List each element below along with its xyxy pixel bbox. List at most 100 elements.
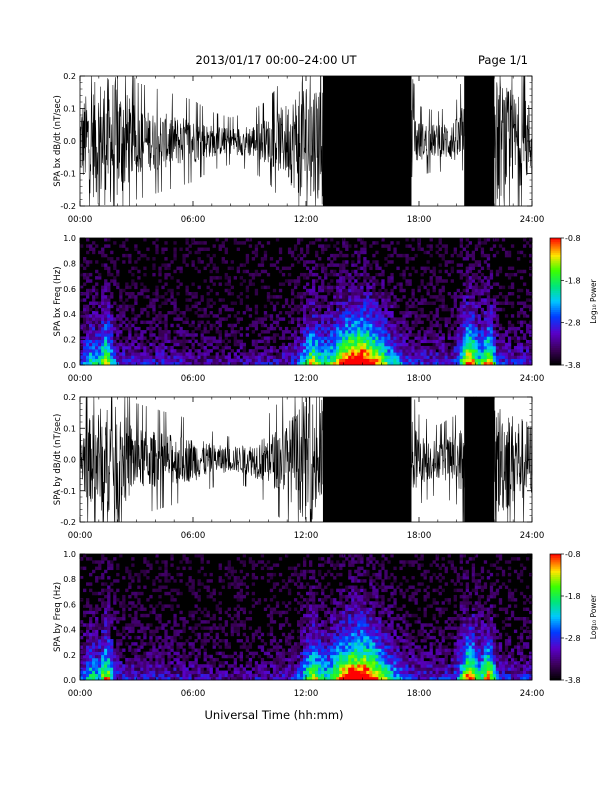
spectrogram-cell [444,349,448,353]
spectrogram-cell [173,579,177,583]
spectrogram-cell [89,320,93,325]
spectrogram-cell [465,279,470,283]
spectrogram-cell [345,244,349,248]
spectrogram-cell [176,623,180,627]
spectrogram-cell [459,253,463,258]
spectrogram-cell [167,673,171,678]
spectrogram-cell [188,651,192,656]
spectrogram-cell [302,323,307,328]
spectrogram-cell [239,333,244,337]
spectrogram-cell [299,272,304,277]
spectrogram-cell [200,610,204,615]
spectrogram-cell [101,604,105,608]
spectrogram-cell [465,272,470,277]
spectrogram-cell [287,311,292,315]
spectrogram-cell [275,661,280,665]
spectrogram-cell [420,314,424,318]
spectrogram-cell [459,244,463,248]
spectrogram-cell [239,579,244,583]
spectrogram-cell [342,285,346,290]
spectrogram-cell [110,323,114,328]
spectrogram-cell [176,352,180,356]
spectrogram-cell [302,317,307,321]
spectrogram-cell [143,560,147,564]
spectrogram-cell [420,301,424,305]
spectrogram-cell [281,601,286,605]
spectrogram-cell [357,317,361,321]
spectrogram-cell [128,676,132,681]
spectrogram-cell [302,336,307,340]
spectrogram-cell [89,588,93,593]
spectrogram-cell [513,326,518,331]
spectrogram-cell [125,304,129,309]
spectrogram-cell [95,604,99,608]
spectrogram-cell [161,670,165,674]
spectrogram-cell [345,320,349,325]
spectrogram-cell [477,320,482,325]
spectrogram-cell [107,311,111,315]
spectrogram-cell [396,304,400,309]
spectrogram-cell [92,314,96,318]
spectrogram-cell [339,301,343,305]
spectrogram-cell [230,676,234,681]
spectrogram-cell [417,307,421,312]
spectrogram-cell [459,263,463,267]
spectrogram-cell [387,339,391,344]
spectrogram-cell [146,623,150,627]
spectrogram-cell [179,664,183,668]
spectrogram-cell [119,361,123,366]
spectrogram-cell [522,311,527,315]
spectrogram-cell [173,623,177,627]
spectrogram-cell [293,257,298,261]
spectrogram-cell [191,320,195,325]
spectrogram-cell [158,345,162,350]
spectrogram-cell [179,667,183,671]
spectrogram-cell [200,664,204,668]
spectrogram-cell [143,607,147,611]
spectrogram-cell [426,288,430,293]
spectrogram-cell [83,355,87,359]
spectrogram-cell [438,345,442,350]
spectrogram-cell [104,317,108,321]
spectrogram-cell [296,253,301,258]
spectrogram-cell [257,654,262,659]
spectrogram-cell [348,276,352,280]
spectrogram-cell [348,349,352,353]
spectrogram-cell [318,342,322,347]
spectrogram-cell [426,317,430,321]
spectrogram-cell [89,610,93,615]
spectrogram-cell [381,279,385,283]
spectrogram-cell [372,288,376,293]
spectrogram-cell [98,272,102,277]
spectrogram-cell [278,670,283,674]
spectrogram-cell [435,282,439,286]
spectrogram-cell [215,358,219,363]
spectrogram-cell [438,336,442,340]
spectrogram-cell [360,323,364,328]
spectrogram-cell [360,266,364,271]
spectrogram-cell [128,657,132,662]
spectrogram-cell [381,291,385,296]
spectrogram-cell [348,345,352,350]
spectrogram-cell [173,349,177,353]
spectrogram-cell [387,253,391,258]
spectrogram-cell [339,333,343,337]
spectrogram-cell [309,339,313,344]
spectrogram-cell [152,291,156,296]
spectrogram-cell [200,352,204,356]
spectrogram-cell [528,244,533,248]
spectrogram-cell [182,355,186,359]
spectrogram-cell [98,598,102,602]
spectrogram-cell [113,591,117,596]
spectrogram-cell [98,670,102,674]
spectrogram-cell [462,307,466,312]
spectrogram-cell [396,323,400,328]
spectrogram-cell [324,333,328,337]
spectrogram-cell [263,361,268,366]
spectrogram-cell [107,673,111,678]
spectrogram-cell [309,272,313,277]
spectrogram-cell [378,333,382,337]
spectrogram-cell [348,323,352,328]
spectrogram-cell [257,352,262,356]
spectrogram-cell [128,336,132,340]
